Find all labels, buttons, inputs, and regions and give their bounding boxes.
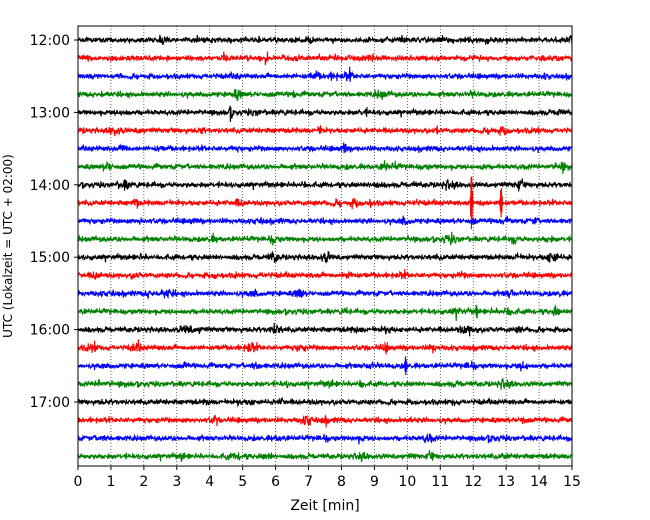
- x-tick-label: 4: [205, 474, 214, 490]
- x-tick-label: 9: [370, 474, 379, 490]
- trace-row-1700: [77, 396, 573, 408]
- x-tick-label: 14: [530, 474, 548, 490]
- trace-row-1230: [77, 66, 573, 82]
- x-tick-label: 8: [337, 474, 346, 490]
- y-axis-label: UTC (Lokalzeit = UTC + 02:00): [1, 154, 15, 338]
- trace-row-1600: [77, 322, 573, 337]
- x-tick-label: 2: [139, 474, 148, 490]
- trace-row-1245: [77, 89, 573, 101]
- trace-row-1330: [77, 142, 573, 154]
- trace-row-1530: [77, 288, 573, 300]
- trace-row-1200: [77, 34, 573, 46]
- trace-row-1345: [77, 160, 573, 175]
- trace-row-1400: [77, 178, 573, 192]
- x-tick-label: 5: [238, 474, 247, 490]
- trace-row-1500: [77, 251, 573, 264]
- y-tick-label: 15:00: [30, 250, 70, 266]
- y-tick-label: 16:00: [30, 323, 70, 339]
- trace-row-1515: [77, 269, 573, 280]
- grid-lines: [110, 26, 540, 466]
- y-axis-ticks: 12:00 13:00 14:00 15:00 16:00 17:00: [30, 33, 78, 411]
- trace-row-1615: [77, 339, 573, 356]
- trace-row-1545: [77, 304, 573, 321]
- x-tick-label: 3: [172, 474, 181, 490]
- x-tick-label: 6: [271, 474, 280, 490]
- x-tick-label: 1: [106, 474, 115, 490]
- trace-row-1445: [77, 231, 573, 246]
- x-tick-label: 11: [431, 474, 449, 490]
- y-tick-label: 13:00: [30, 105, 70, 121]
- trace-row-1745: [77, 450, 573, 463]
- y-tick-label: 17:00: [30, 395, 70, 411]
- trace-row-1715: [77, 414, 573, 428]
- y-tick-label: 14:00: [30, 178, 70, 194]
- x-tick-label: 7: [304, 474, 313, 490]
- trace-row-1645: [77, 378, 573, 390]
- y-tick-label: 12:00: [30, 33, 70, 49]
- trace-row-1430: [77, 214, 573, 226]
- trace-row-1415: [77, 176, 573, 230]
- trace-row-1630: [77, 356, 573, 376]
- x-tick-label: 15: [563, 474, 581, 490]
- trace-row-1315: [77, 125, 573, 137]
- x-tick-label: 10: [398, 474, 416, 490]
- x-tick-label: 12: [464, 474, 482, 490]
- trace-row-1300: [77, 105, 573, 123]
- seismogram-traces: [77, 34, 573, 463]
- x-tick-label: 13: [497, 474, 515, 490]
- x-axis-label: Zeit [min]: [290, 498, 359, 514]
- trace-row-1730: [77, 432, 573, 445]
- x-axis-ticks: 0 1 2 3 4 5 6 7 8 9 10 11 12 13 14 15: [74, 466, 581, 490]
- x-tick-label: 0: [74, 474, 83, 490]
- trace-row-1215: [77, 51, 573, 66]
- plot-frame: [77, 25, 573, 467]
